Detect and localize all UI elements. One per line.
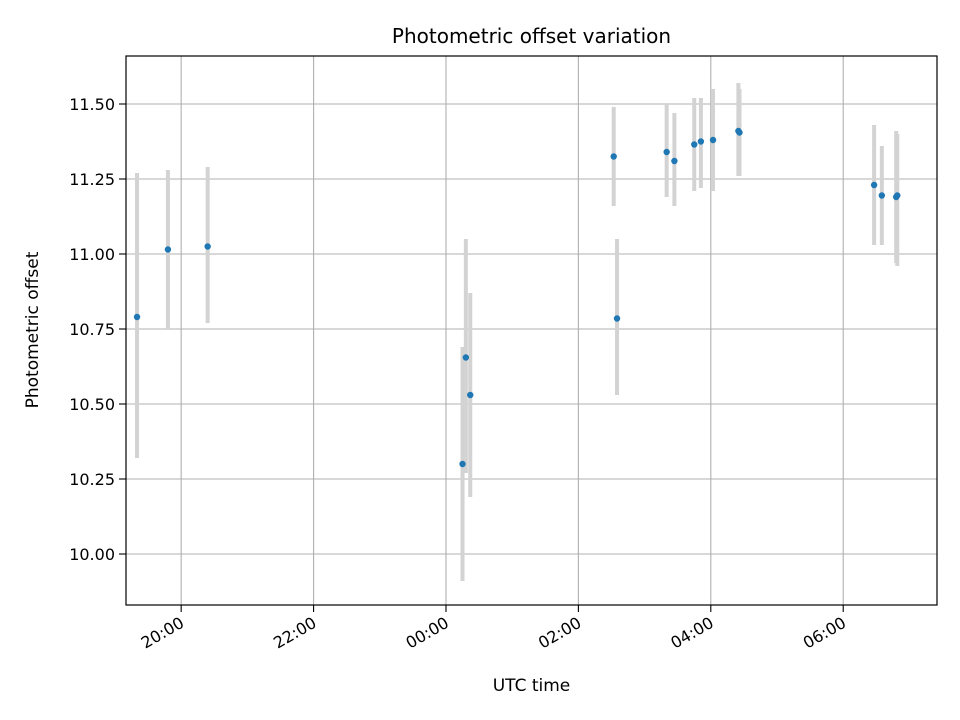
data-point — [164, 246, 172, 253]
data-point — [663, 148, 670, 156]
error-bars — [135, 83, 900, 581]
x-tick-label: 00:00 — [403, 613, 452, 653]
data-point — [697, 138, 705, 145]
data-point — [610, 153, 617, 160]
x-axis-ticks: 20:00 22:00 00:00 02:00 04:00 06:00 — [138, 605, 849, 653]
y-tick-label: 11.50 — [69, 95, 115, 114]
data-point — [736, 129, 743, 136]
data-point — [462, 354, 470, 361]
chart-title: Photometric offset variation — [392, 24, 671, 48]
y-tick-label: 10.00 — [69, 545, 115, 564]
data-points — [133, 127, 901, 468]
y-tick-label: 10.75 — [69, 320, 115, 339]
data-point — [613, 315, 621, 322]
y-tick-label: 10.25 — [69, 470, 115, 489]
data-point — [467, 391, 474, 399]
plot-frame — [125, 55, 938, 606]
data-point — [894, 192, 901, 199]
data-point — [870, 181, 878, 189]
data-point — [671, 157, 678, 165]
data-point — [204, 243, 211, 250]
x-tick-label: 04:00 — [667, 613, 716, 653]
y-tick-label: 11.00 — [69, 245, 115, 264]
x-tick-label: 02:00 — [535, 613, 584, 653]
y-tick-label: 10.50 — [69, 395, 115, 414]
data-point — [691, 141, 698, 148]
x-axis-title: UTC time — [493, 676, 571, 696]
data-point — [709, 136, 717, 144]
x-tick-label: 20:00 — [138, 613, 187, 653]
x-tick-label: 22:00 — [270, 613, 319, 653]
data-point — [459, 460, 466, 468]
data-point — [878, 192, 886, 199]
x-tick-label: 06:00 — [800, 613, 849, 653]
y-axis-title: Photometric offset — [23, 251, 43, 408]
y-axis-ticks: 10.00 10.25 10.50 10.75 11.00 11.25 11.50 — [69, 95, 126, 564]
y-tick-label: 11.25 — [69, 170, 115, 189]
grid — [126, 56, 937, 605]
data-point — [133, 313, 141, 321]
